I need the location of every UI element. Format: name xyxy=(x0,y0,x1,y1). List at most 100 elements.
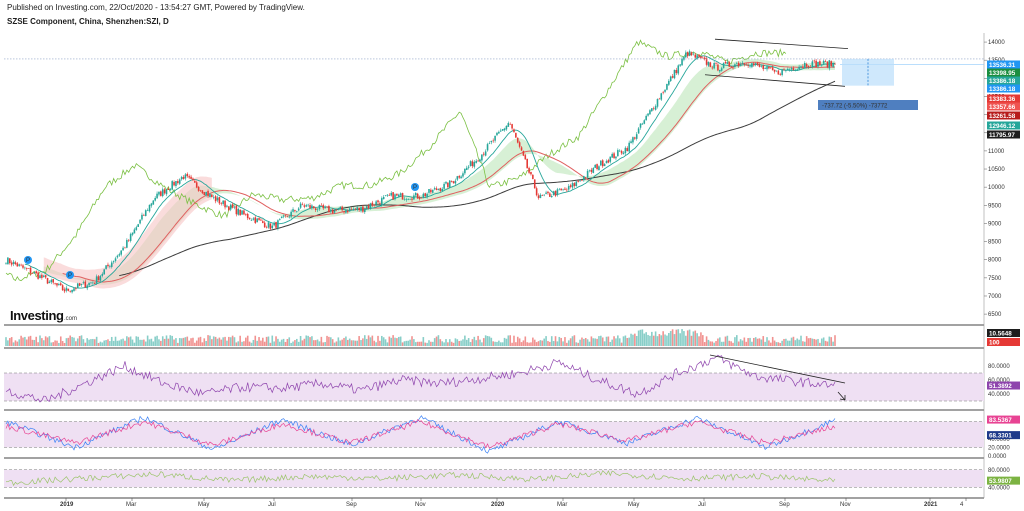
candle-body xyxy=(664,89,666,92)
candle-body xyxy=(617,150,619,157)
volume-bar xyxy=(737,341,740,346)
volume-bar xyxy=(471,339,474,346)
volume-bar xyxy=(339,340,342,346)
candle-body xyxy=(241,210,243,215)
channel-lower-line xyxy=(704,74,846,87)
candle-body xyxy=(635,134,638,139)
candle-body xyxy=(613,153,615,159)
volume-bar xyxy=(180,338,183,346)
volume-bar xyxy=(399,336,402,346)
volume-bar xyxy=(705,336,708,346)
candle-body xyxy=(522,151,525,156)
volume-bar xyxy=(177,342,179,346)
volume-axis-badge: 10.5648 xyxy=(987,329,1020,338)
price-axis-badge-label: 13386.18 xyxy=(989,78,1016,85)
volume-bar xyxy=(422,337,425,346)
volume-bar xyxy=(150,338,153,346)
candle-body xyxy=(669,76,672,82)
volume-bar xyxy=(394,337,396,346)
volume-bar xyxy=(722,341,725,346)
candle-body xyxy=(462,173,464,177)
volume-bar xyxy=(707,339,710,346)
volume-bar xyxy=(418,341,421,346)
price-axis-badge-label: 13261.58 xyxy=(989,113,1016,120)
candle-body xyxy=(35,271,38,274)
candle-body xyxy=(785,70,787,71)
volume-bar xyxy=(346,339,349,346)
volume-bar xyxy=(343,337,345,346)
candle-body xyxy=(494,135,496,141)
candle-body xyxy=(652,108,655,110)
volume-bar xyxy=(14,340,17,346)
candle-body xyxy=(824,61,827,62)
volume-bar xyxy=(88,339,90,346)
volume-bar xyxy=(37,342,39,346)
candle-body xyxy=(505,125,508,130)
volume-bar xyxy=(703,342,706,346)
candle-body xyxy=(201,190,204,194)
candle-body xyxy=(630,141,632,143)
candle-body xyxy=(403,198,406,200)
candle-body xyxy=(749,66,751,67)
volume-bar xyxy=(56,340,58,346)
candle-body xyxy=(482,153,485,155)
candle-body xyxy=(129,234,132,241)
candle-body xyxy=(301,204,304,206)
volume-bar xyxy=(135,336,138,346)
candle-body xyxy=(135,227,138,230)
volume-bar xyxy=(805,336,808,346)
candle-body xyxy=(90,282,92,284)
candle-body xyxy=(409,199,411,200)
volume-bar xyxy=(647,334,649,346)
candle-body xyxy=(822,60,825,64)
volume-bar xyxy=(586,339,589,346)
candle-body xyxy=(666,83,668,90)
volume-bar xyxy=(112,340,115,346)
volume-bar xyxy=(24,336,26,346)
volume-bar xyxy=(197,337,200,346)
candle-body xyxy=(564,188,566,190)
volume-bar xyxy=(503,337,506,346)
price-axis-badge-bg xyxy=(987,60,1020,69)
candle-body xyxy=(618,150,621,152)
candle-body xyxy=(773,69,776,72)
volume-bar xyxy=(139,339,141,346)
volume-bar xyxy=(416,341,419,346)
candle-body xyxy=(800,66,802,68)
candle-body xyxy=(796,69,799,71)
volume-bar xyxy=(243,341,245,346)
candle-body xyxy=(465,167,468,170)
candle-body xyxy=(671,76,674,78)
candle-body xyxy=(52,279,55,283)
volume-bar xyxy=(133,342,136,346)
candle-body xyxy=(10,262,13,265)
volume-bar xyxy=(407,340,410,346)
volume-bar xyxy=(660,335,663,346)
volume-bar xyxy=(107,339,109,346)
candle-body xyxy=(437,189,440,191)
volume-bar xyxy=(350,340,353,346)
candle-body xyxy=(190,176,192,179)
candle-body xyxy=(150,203,153,206)
candle-body xyxy=(798,66,800,70)
candle-body xyxy=(771,67,774,71)
volume-bar xyxy=(694,330,697,346)
volume-bar xyxy=(201,342,204,346)
volume-bar xyxy=(222,337,224,346)
volume-bar xyxy=(815,339,817,346)
candle-body xyxy=(54,283,56,284)
volume-bar xyxy=(160,340,162,346)
candle-body xyxy=(509,124,511,125)
volume-bar xyxy=(386,342,389,346)
candle-body xyxy=(819,61,821,66)
candle-body xyxy=(245,214,247,215)
candle-body xyxy=(477,160,479,162)
candle-body xyxy=(282,215,285,217)
volume-bar xyxy=(558,336,561,346)
volume-bar xyxy=(469,342,472,346)
candle-body xyxy=(588,169,591,171)
volume-bar xyxy=(118,340,121,346)
volume-bar xyxy=(175,338,177,346)
candle-body xyxy=(458,176,461,178)
